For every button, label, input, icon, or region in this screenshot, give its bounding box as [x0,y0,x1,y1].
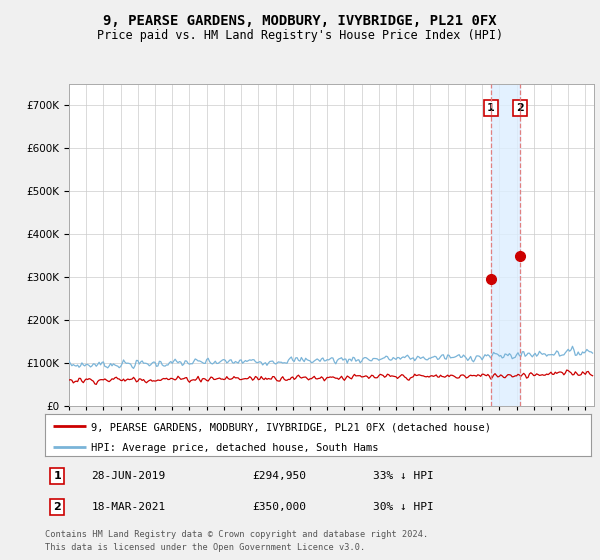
Bar [491,84,520,406]
Text: 30% ↓ HPI: 30% ↓ HPI [373,502,433,512]
Text: HPI: Average price, detached house, South Hams: HPI: Average price, detached house, Sout… [91,443,379,453]
Text: 2: 2 [53,502,61,512]
Text: This data is licensed under the Open Government Licence v3.0.: This data is licensed under the Open Gov… [45,543,365,552]
Text: 1: 1 [53,471,61,481]
Text: £350,000: £350,000 [253,502,307,512]
Text: 9, PEARSE GARDENS, MODBURY, IVYBRIDGE, PL21 0FX: 9, PEARSE GARDENS, MODBURY, IVYBRIDGE, P… [103,14,497,28]
Text: 2: 2 [516,103,524,113]
Text: 33% ↓ HPI: 33% ↓ HPI [373,471,433,481]
Text: 1: 1 [487,103,494,113]
Text: 28-JUN-2019: 28-JUN-2019 [91,471,166,481]
Text: Price paid vs. HM Land Registry's House Price Index (HPI): Price paid vs. HM Land Registry's House … [97,29,503,42]
Text: Contains HM Land Registry data © Crown copyright and database right 2024.: Contains HM Land Registry data © Crown c… [45,530,428,539]
Text: 18-MAR-2021: 18-MAR-2021 [91,502,166,512]
Text: 9, PEARSE GARDENS, MODBURY, IVYBRIDGE, PL21 0FX (detached house): 9, PEARSE GARDENS, MODBURY, IVYBRIDGE, P… [91,422,491,432]
Text: £294,950: £294,950 [253,471,307,481]
